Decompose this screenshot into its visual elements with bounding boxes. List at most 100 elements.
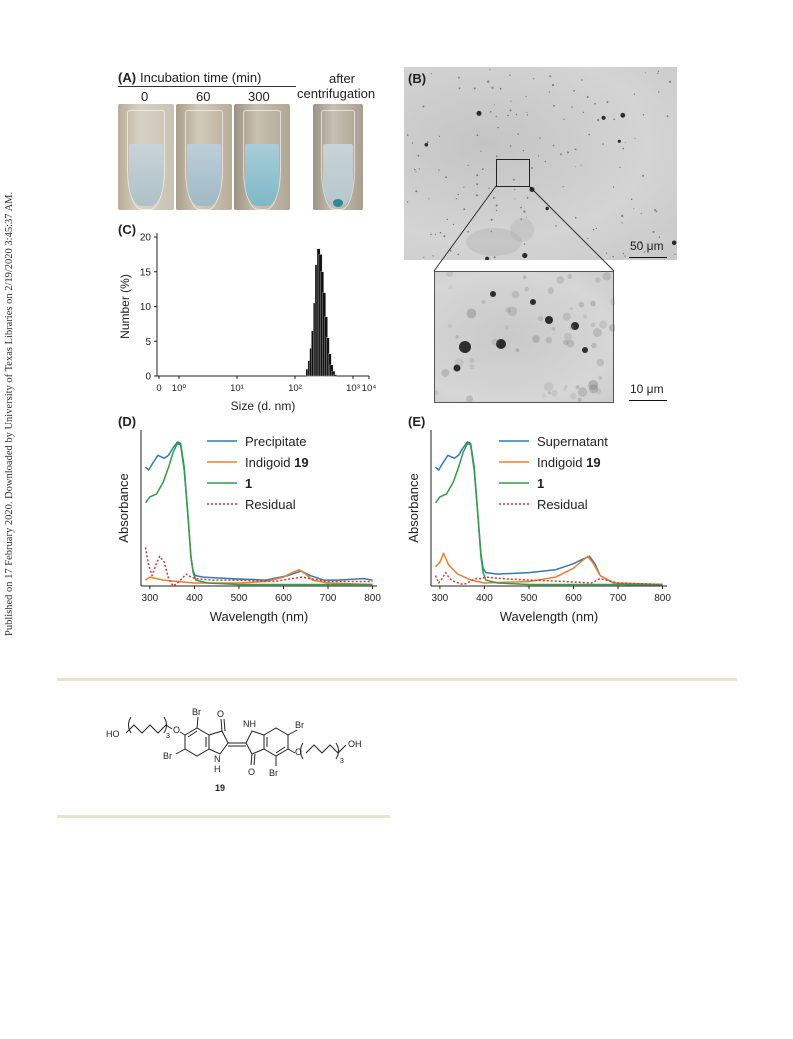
particle — [447, 323, 452, 328]
particle — [544, 160, 546, 163]
particle — [481, 168, 484, 170]
particle — [640, 213, 642, 215]
particle — [430, 73, 432, 75]
particle — [574, 166, 576, 168]
particle — [491, 338, 499, 346]
particle — [469, 364, 475, 370]
particle — [569, 325, 575, 330]
particle — [476, 174, 479, 177]
absorbance-chart-e: 300 400 500 600 700 800 Wavelength (nm) Absorba… — [406, 430, 671, 624]
particle — [514, 189, 516, 191]
particle — [454, 357, 464, 367]
time-label-60: 60 — [196, 89, 211, 104]
particle — [430, 233, 432, 236]
particle — [493, 104, 495, 106]
atom-ho: HO — [106, 729, 120, 739]
compound-number: 19 — [215, 783, 225, 793]
particle — [476, 134, 479, 137]
particle — [548, 91, 551, 93]
particle — [463, 186, 465, 188]
particle — [567, 151, 569, 154]
particle — [595, 277, 601, 283]
panel-b-label: (B) — [408, 71, 427, 86]
zoom-region-box — [496, 159, 530, 187]
particle — [530, 299, 536, 305]
series-line-3 — [434, 571, 663, 586]
particle — [438, 135, 441, 137]
size-distribution-chart: 0 5 10 15 20 0 10⁰ 10¹ 10² 10³ 10⁴ Size (d. nm) Numb… — [118, 233, 377, 414]
atom-br-top-left: Br — [192, 707, 201, 717]
tube-photo-0 — [118, 104, 174, 210]
tube-photo-centrifuged — [313, 104, 363, 210]
particle — [570, 392, 577, 400]
particle — [562, 186, 564, 188]
particle — [457, 193, 459, 196]
particle — [497, 126, 499, 129]
particle — [543, 381, 554, 392]
particle — [581, 79, 583, 81]
particle — [563, 388, 567, 392]
particle — [575, 385, 580, 389]
particle — [668, 80, 672, 83]
y-tick-label: 10 — [140, 302, 152, 313]
particle — [612, 186, 615, 188]
x-tick-label: 800 — [364, 593, 381, 604]
particle — [606, 101, 609, 103]
particle — [406, 134, 409, 136]
particle — [617, 139, 621, 143]
particle — [564, 385, 568, 389]
x-tick-label: 800 — [654, 593, 671, 604]
particle — [537, 155, 540, 157]
particle — [517, 133, 519, 135]
series-line-2 — [144, 442, 373, 586]
particle — [582, 111, 585, 114]
particle — [633, 208, 635, 210]
particle — [526, 112, 528, 114]
particle — [515, 348, 520, 353]
particle — [510, 100, 512, 102]
particle — [545, 336, 553, 344]
x-tick-label: 300 — [142, 593, 159, 604]
particle — [562, 312, 571, 321]
particle — [463, 208, 466, 211]
particle — [513, 178, 515, 181]
atom-h-left: H — [214, 764, 221, 774]
particle — [657, 72, 659, 74]
atom-br-top-right: Br — [295, 720, 304, 730]
scale-bar-inset — [629, 400, 667, 401]
particle — [624, 142, 626, 144]
atom-n-left: N — [214, 754, 221, 764]
particle — [466, 308, 477, 319]
haze — [466, 228, 522, 256]
legend-label: Residual — [245, 497, 296, 512]
particle — [487, 80, 490, 83]
haze — [510, 218, 534, 242]
particle — [624, 255, 626, 257]
particle — [531, 167, 533, 169]
particle — [657, 70, 660, 73]
centrifugation-label: centrifugation — [297, 86, 376, 101]
particle — [588, 380, 599, 390]
particle — [525, 95, 527, 98]
x-tick-label: 10⁴ — [362, 383, 377, 394]
particle — [652, 230, 655, 233]
particle — [448, 285, 453, 289]
particle — [504, 325, 509, 329]
legend-label: Precipitate — [245, 434, 306, 449]
micrograph-inset — [434, 271, 615, 403]
atom-br-left: Br — [163, 751, 172, 761]
atom-br-bottom-right: Br — [269, 768, 278, 778]
particle — [590, 322, 596, 328]
particle — [411, 142, 413, 144]
compound-19-structure: HO O 3 Br Br O N H NH O Br Br O 3 OH 19 — [106, 707, 362, 793]
particle — [541, 393, 546, 399]
particle — [496, 155, 498, 157]
particle — [473, 87, 476, 90]
series-line-3 — [144, 547, 373, 587]
legend-label: Supernatant — [537, 434, 608, 449]
particle — [489, 69, 491, 71]
particle — [423, 256, 425, 258]
particle — [658, 236, 661, 238]
particle — [553, 104, 555, 107]
x-axis-label: Wavelength (nm) — [500, 609, 599, 624]
